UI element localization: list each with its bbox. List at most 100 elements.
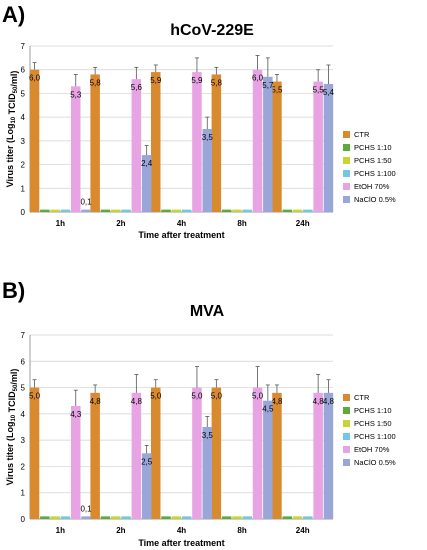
data-label: 5,9 xyxy=(150,76,162,85)
bar xyxy=(192,387,202,519)
y-axis-label: Virus titer (Log10 TCID50/ml) xyxy=(5,369,19,486)
legend-swatch xyxy=(343,144,350,151)
y-axis-label-part: Virus titer (Log xyxy=(5,124,15,188)
legend-swatch xyxy=(343,196,350,203)
bar xyxy=(60,209,71,212)
bar xyxy=(121,516,131,519)
legend-item-label: NaClO 0.5% xyxy=(354,458,396,467)
bar xyxy=(151,72,161,212)
bar xyxy=(60,516,71,519)
legend-swatch xyxy=(343,446,350,453)
data-label: 5,0 xyxy=(211,392,223,401)
bar xyxy=(50,209,60,212)
bar xyxy=(252,387,263,519)
panel-letter: A) xyxy=(2,2,25,27)
legend-swatch xyxy=(343,394,350,401)
legend-swatch xyxy=(343,157,350,164)
y-tick-label: 4 xyxy=(21,410,26,419)
bar xyxy=(100,516,111,519)
data-label: 4,8 xyxy=(271,397,283,406)
x-tick-label: 1h xyxy=(56,526,65,535)
data-label: 5,0 xyxy=(191,392,203,401)
data-label: 4,5 xyxy=(262,405,274,414)
y-tick-label: 5 xyxy=(21,89,26,98)
bar xyxy=(40,516,50,519)
bar xyxy=(29,69,40,212)
x-tick-label: 4h xyxy=(177,219,186,228)
bar xyxy=(263,76,273,212)
y-axis-label-subscript: 10 xyxy=(11,116,17,123)
legend-item-label: CTR xyxy=(354,393,370,402)
x-tick-label: 24h xyxy=(296,526,310,535)
bar xyxy=(303,516,313,519)
data-label: 5,5 xyxy=(271,86,283,95)
data-label: 5,0 xyxy=(150,392,162,401)
legend-swatch xyxy=(343,433,350,440)
bar xyxy=(50,516,60,519)
bar xyxy=(29,387,40,519)
data-label: 4,8 xyxy=(90,397,102,406)
data-label: 4,8 xyxy=(131,397,143,406)
data-label: 4,8 xyxy=(313,397,325,406)
x-tick-label: 2h xyxy=(116,219,125,228)
y-tick-label: 3 xyxy=(21,436,26,445)
bar xyxy=(121,209,131,212)
bar xyxy=(282,516,292,519)
legend-item-label: PCHS 1:100 xyxy=(354,432,396,441)
y-tick-label: 5 xyxy=(21,384,26,393)
data-label: 2,5 xyxy=(141,457,153,466)
y-tick-label: 6 xyxy=(21,357,26,366)
data-label: 4,8 xyxy=(323,397,335,406)
y-tick-label: 7 xyxy=(21,331,26,340)
chart-title: hCoV-229E xyxy=(170,22,254,39)
y-tick-label: 1 xyxy=(21,489,26,498)
data-label: 4,3 xyxy=(70,410,82,419)
x-tick-label: 8h xyxy=(237,219,246,228)
y-tick-label: 7 xyxy=(21,42,26,51)
bar xyxy=(202,427,212,519)
panel-letter: B) xyxy=(2,278,25,303)
bar xyxy=(90,74,100,212)
data-label: 0,1 xyxy=(80,504,92,513)
bar xyxy=(161,209,171,212)
bar xyxy=(272,392,282,519)
data-label: 3,5 xyxy=(202,431,214,440)
legend-item-label: EtOH 70% xyxy=(354,182,390,191)
bar xyxy=(303,209,313,212)
y-tick-label: 1 xyxy=(21,184,26,193)
data-label: 3,5 xyxy=(202,133,214,142)
legend-swatch xyxy=(343,459,350,466)
bar xyxy=(242,516,252,519)
bar xyxy=(81,209,91,212)
bar xyxy=(40,209,50,212)
x-axis-label: Time after treatment xyxy=(138,230,224,240)
bar xyxy=(313,81,323,212)
chart-title: MVA xyxy=(190,303,225,320)
legend-item-label: NaClO 0.5% xyxy=(354,195,396,204)
y-axis-label-subscript: 10 xyxy=(11,414,17,421)
bar xyxy=(282,209,292,212)
bar xyxy=(232,516,242,519)
bar xyxy=(232,209,242,212)
x-tick-label: 2h xyxy=(116,526,125,535)
data-label: 6,0 xyxy=(252,74,264,83)
data-label: 5,0 xyxy=(252,392,264,401)
bar xyxy=(71,405,81,519)
y-axis-label-part: /ml) xyxy=(9,71,19,87)
data-label: 5,5 xyxy=(313,86,325,95)
bar xyxy=(211,387,222,519)
legend-item-label: PCHS 1:50 xyxy=(354,156,392,165)
data-label: 5,6 xyxy=(131,83,143,92)
bar xyxy=(323,392,334,519)
legend-item-label: PCHS 1:100 xyxy=(354,169,396,178)
bar xyxy=(111,209,121,212)
bar xyxy=(242,209,252,212)
x-tick-label: 4h xyxy=(177,526,186,535)
y-tick-label: 2 xyxy=(21,462,26,471)
bar xyxy=(100,209,111,212)
x-tick-label: 8h xyxy=(237,526,246,535)
bar xyxy=(252,69,263,212)
bar xyxy=(181,516,192,519)
bar xyxy=(313,392,323,519)
